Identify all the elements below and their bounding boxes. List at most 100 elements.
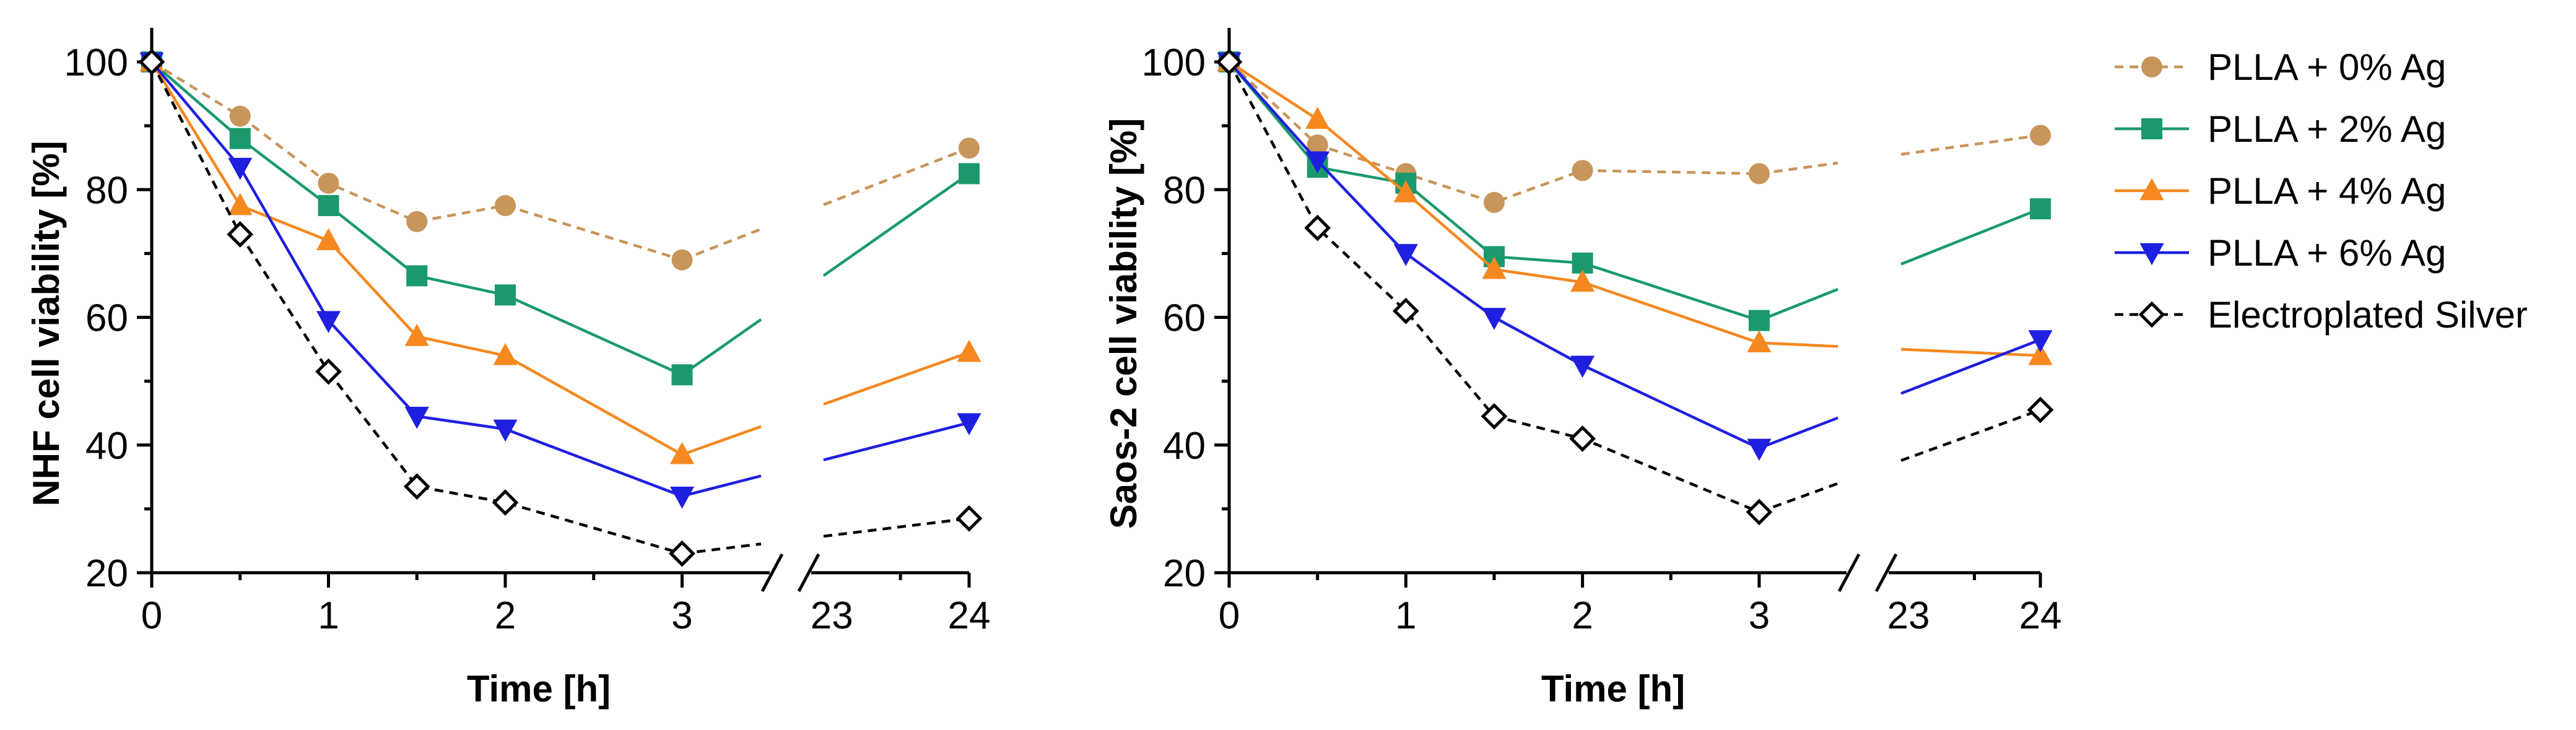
data-point-electroplated-silver: [138, 48, 165, 76]
data-point-electroplated-silver: [1216, 48, 1243, 76]
series-electroplated-silver: [138, 48, 983, 567]
data-point-electroplated-silver: [315, 358, 342, 385]
y-tick-label: 60: [85, 297, 128, 340]
series-line-plla-4-ag: [150, 61, 683, 456]
data-point-electroplated-silver: [227, 221, 254, 248]
legend-label: Electroplated Silver: [2208, 294, 2528, 336]
y-tick-label: 60: [1163, 297, 1206, 340]
series-line-plla-6-ag: [681, 474, 762, 498]
x-tick-label: 0: [1219, 594, 1240, 637]
y-tick-label: 80: [85, 169, 128, 212]
legend: PLLA + 0% Ag PLLA + 2% Ag PLLA + 4% Ag PLLA…: [2115, 46, 2528, 336]
series-line-plla-2-ag: [1228, 61, 1760, 322]
y-axis-title: NHF cell viability [%]: [25, 141, 67, 506]
legend-marker: [2141, 118, 2162, 139]
data-point-plla-6-ag: [1570, 355, 1595, 378]
data-point-plla-6-ag: [404, 407, 429, 429]
data-point-plla-2-ag: [671, 364, 693, 386]
x-tick-label: 24: [2019, 594, 2062, 637]
series-electroplated-silver: [1216, 48, 2054, 526]
series-plla-2-ag: [141, 51, 980, 386]
data-point-plla-4-ag: [669, 441, 695, 464]
legend-item-electroplated-silver: Electroplated Silver: [2115, 294, 2528, 336]
data-point-plla-6-ag: [1482, 308, 1507, 330]
legend-marker: [2138, 301, 2165, 328]
data-point-plla-6-ag: [2028, 330, 2053, 352]
data-point-plla-0-ag: [406, 211, 428, 232]
series-line-plla-6-ag: [1759, 416, 1838, 450]
y-tick-label: 40: [85, 425, 128, 467]
data-point-plla-4-ag: [1482, 256, 1507, 279]
data-point-electroplated-silver: [1392, 297, 1419, 324]
series-line-plla-0-ag: [1759, 161, 1838, 175]
series-line-plla-4-ag: [823, 351, 970, 406]
data-point-plla-6-ag: [669, 486, 695, 509]
x-tick-label: 24: [948, 594, 991, 637]
data-point-plla-2-ag: [959, 163, 980, 185]
series-line-plla-0-ag: [1900, 134, 2041, 156]
data-point-electroplated-silver: [2027, 396, 2054, 424]
data-point-plla-6-ag: [316, 311, 341, 334]
data-point-electroplated-silver: [1304, 214, 1331, 241]
series-line-plla-6-ag: [1228, 61, 1760, 450]
data-point-plla-2-ag: [495, 284, 516, 306]
legend-item-plla-6-ag: PLLA + 6% Ag: [2115, 232, 2446, 274]
series-line-electroplated-silver: [1228, 61, 1760, 514]
data-point-plla-4-ag: [957, 339, 981, 362]
data-point-plla-4-ag: [228, 193, 253, 215]
series-line-electroplated-silver: [682, 542, 762, 555]
data-point-plla-6-ag: [493, 419, 518, 442]
series-line-plla-4-ag: [1228, 61, 1760, 344]
data-point-electroplated-silver: [1746, 498, 1773, 526]
data-point-plla-0-ag: [495, 195, 516, 217]
data-point-plla-4-ag: [2028, 342, 2053, 365]
x-tick-label: 3: [1749, 594, 1770, 637]
series-plla-2-ag: [1219, 51, 2051, 331]
data-point-electroplated-silver: [955, 505, 983, 532]
data-point-plla-0-ag: [2030, 124, 2051, 146]
data-point-plla-2-ag: [229, 128, 251, 149]
series-line-plla-4-ag: [1759, 341, 1838, 348]
data-point-plla-4-ag: [493, 342, 518, 365]
legend-item-plla-2-ag: PLLA + 2% Ag: [2115, 108, 2446, 150]
legend-item-plla-0-ag: PLLA + 0% Ag: [2115, 46, 2446, 88]
data-point-electroplated-silver: [1481, 402, 1508, 430]
series-line-plla-0-ag: [150, 61, 683, 261]
x-axis-title: Time [h]: [467, 668, 611, 710]
data-point-plla-0-ag: [318, 172, 339, 194]
series-line-plla-0-ag: [823, 147, 970, 206]
series-line-plla-4-ag: [1900, 347, 2041, 357]
legend-label: PLLA + 4% Ag: [2208, 170, 2446, 212]
data-point-plla-4-ag: [404, 324, 429, 346]
data-point-electroplated-silver: [1569, 425, 1596, 452]
series-line-plla-2-ag: [822, 172, 970, 277]
data-point-plla-4-ag: [316, 228, 341, 251]
data-point-plla-4-ag: [1305, 106, 1330, 129]
series-line-electroplated-silver: [1900, 408, 2041, 462]
legend-label: PLLA + 2% Ag: [2208, 108, 2446, 150]
data-point-plla-6-ag: [957, 413, 981, 436]
legend-label: PLLA + 0% Ag: [2208, 46, 2446, 88]
series-plla-6-ag: [1217, 52, 2053, 461]
data-point-plla-6-ag: [1747, 438, 1772, 461]
data-point-plla-6-ag: [1393, 244, 1418, 266]
series-plla-4-ag: [1217, 49, 2053, 365]
series-line-plla-2-ag: [1759, 288, 1838, 322]
series-line-plla-6-ag: [150, 61, 683, 498]
data-point-plla-0-ag: [1572, 160, 1593, 181]
series-line-plla-2-ag: [681, 318, 762, 376]
series-line-plla-0-ag: [681, 227, 762, 261]
data-point-plla-6-ag: [1305, 151, 1330, 174]
data-point-plla-0-ag: [1483, 191, 1505, 213]
legend-marker: [2139, 178, 2164, 201]
series-plla-6-ag: [139, 52, 981, 509]
y-tick-label: 20: [85, 552, 128, 595]
series-line-plla-6-ag: [823, 421, 970, 461]
x-tick-label: 23: [1887, 594, 1930, 637]
x-axis-title: Time [h]: [1541, 668, 1685, 710]
data-point-plla-0-ag: [1307, 134, 1328, 156]
legend-marker: [2141, 56, 2162, 77]
data-point-plla-4-ag: [1570, 269, 1595, 292]
